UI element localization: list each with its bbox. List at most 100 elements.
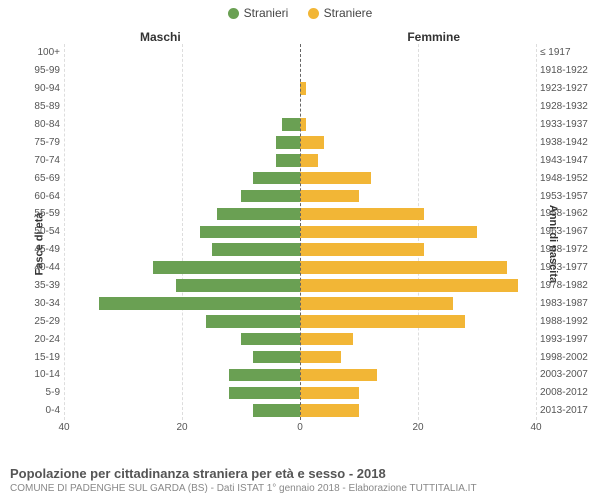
half-left (64, 187, 300, 205)
half-left (64, 151, 300, 169)
year-label: 1923-1927 (540, 83, 598, 94)
pyramid-rows: 100+≤ 191795-991918-192290-941923-192785… (64, 44, 536, 420)
age-label: 100+ (20, 47, 60, 58)
age-label: 25-29 (20, 316, 60, 327)
year-label: 1953-1957 (540, 191, 598, 202)
half-left (64, 205, 300, 223)
x-tick-label: 0 (297, 422, 303, 433)
age-label: 30-34 (20, 298, 60, 309)
half-left (64, 402, 300, 420)
half-right (300, 44, 536, 62)
half-right (300, 151, 536, 169)
bar-male (276, 136, 300, 149)
header-male: Maschi (140, 30, 181, 44)
age-label: 80-84 (20, 119, 60, 130)
half-left (64, 348, 300, 366)
bar-male (253, 404, 300, 417)
age-label: 95-99 (20, 65, 60, 76)
age-label: 35-39 (20, 280, 60, 291)
half-left (64, 312, 300, 330)
half-right (300, 294, 536, 312)
bar-male (200, 226, 300, 239)
year-label: ≤ 1917 (540, 47, 598, 58)
year-label: 1988-1992 (540, 316, 598, 327)
bar-female (300, 208, 424, 221)
age-label: 65-69 (20, 173, 60, 184)
half-right (300, 241, 536, 259)
age-label: 40-44 (20, 262, 60, 273)
bar-female (300, 333, 353, 346)
bar-male (229, 369, 300, 382)
bar-male (241, 190, 300, 203)
chart-area: Fasce di età Anni di nascita 100+≤ 19179… (0, 44, 600, 444)
age-label: 60-64 (20, 191, 60, 202)
bar-male (253, 351, 300, 364)
legend: Stranieri Straniere (0, 0, 600, 22)
bar-female (300, 351, 341, 364)
half-left (64, 62, 300, 80)
bar-male (206, 315, 300, 328)
bar-female (300, 279, 518, 292)
year-label: 1943-1947 (540, 155, 598, 166)
age-label: 90-94 (20, 83, 60, 94)
half-left (64, 80, 300, 98)
year-label: 1948-1952 (540, 173, 598, 184)
x-tick-label: 20 (412, 422, 423, 433)
bar-female (300, 404, 359, 417)
half-right (300, 98, 536, 116)
bar-male (217, 208, 300, 221)
year-label: 1938-1942 (540, 137, 598, 148)
half-left (64, 384, 300, 402)
half-left (64, 277, 300, 295)
x-tick-label: 40 (530, 422, 541, 433)
year-label: 1968-1972 (540, 244, 598, 255)
bar-male (229, 387, 300, 400)
bar-female (300, 261, 507, 274)
bar-male (153, 261, 301, 274)
bar-female (300, 136, 324, 149)
bar-male (99, 297, 300, 310)
legend-label-male: Stranieri (244, 6, 289, 20)
bar-female (300, 243, 424, 256)
age-label: 20-24 (20, 334, 60, 345)
bar-male (282, 118, 300, 131)
age-label: 45-49 (20, 244, 60, 255)
year-label: 1993-1997 (540, 334, 598, 345)
legend-swatch-male (228, 8, 239, 19)
year-label: 1998-2002 (540, 352, 598, 363)
half-left (64, 133, 300, 151)
year-label: 1933-1937 (540, 119, 598, 130)
half-right (300, 62, 536, 80)
legend-label-female: Straniere (324, 6, 373, 20)
year-label: 1928-1932 (540, 101, 598, 112)
grid-line (536, 44, 537, 420)
half-left (64, 116, 300, 134)
year-label: 2003-2007 (540, 369, 598, 380)
age-label: 70-74 (20, 155, 60, 166)
age-label: 85-89 (20, 101, 60, 112)
bar-male (176, 279, 300, 292)
half-left (64, 98, 300, 116)
half-left (64, 294, 300, 312)
bar-female (300, 226, 477, 239)
bar-female (300, 190, 359, 203)
header-female: Femmine (407, 30, 460, 44)
year-label: 1963-1967 (540, 226, 598, 237)
half-left (64, 330, 300, 348)
half-right (300, 205, 536, 223)
half-left (64, 259, 300, 277)
bar-male (253, 172, 300, 185)
year-label: 1958-1962 (540, 208, 598, 219)
year-label: 2013-2017 (540, 405, 598, 416)
half-right (300, 133, 536, 151)
half-right (300, 366, 536, 384)
year-label: 2008-2012 (540, 387, 598, 398)
half-right (300, 330, 536, 348)
age-label: 0-4 (20, 405, 60, 416)
year-label: 1918-1922 (540, 65, 598, 76)
center-line (300, 44, 301, 420)
half-right (300, 312, 536, 330)
half-left (64, 241, 300, 259)
bar-female (300, 369, 377, 382)
half-left (64, 44, 300, 62)
